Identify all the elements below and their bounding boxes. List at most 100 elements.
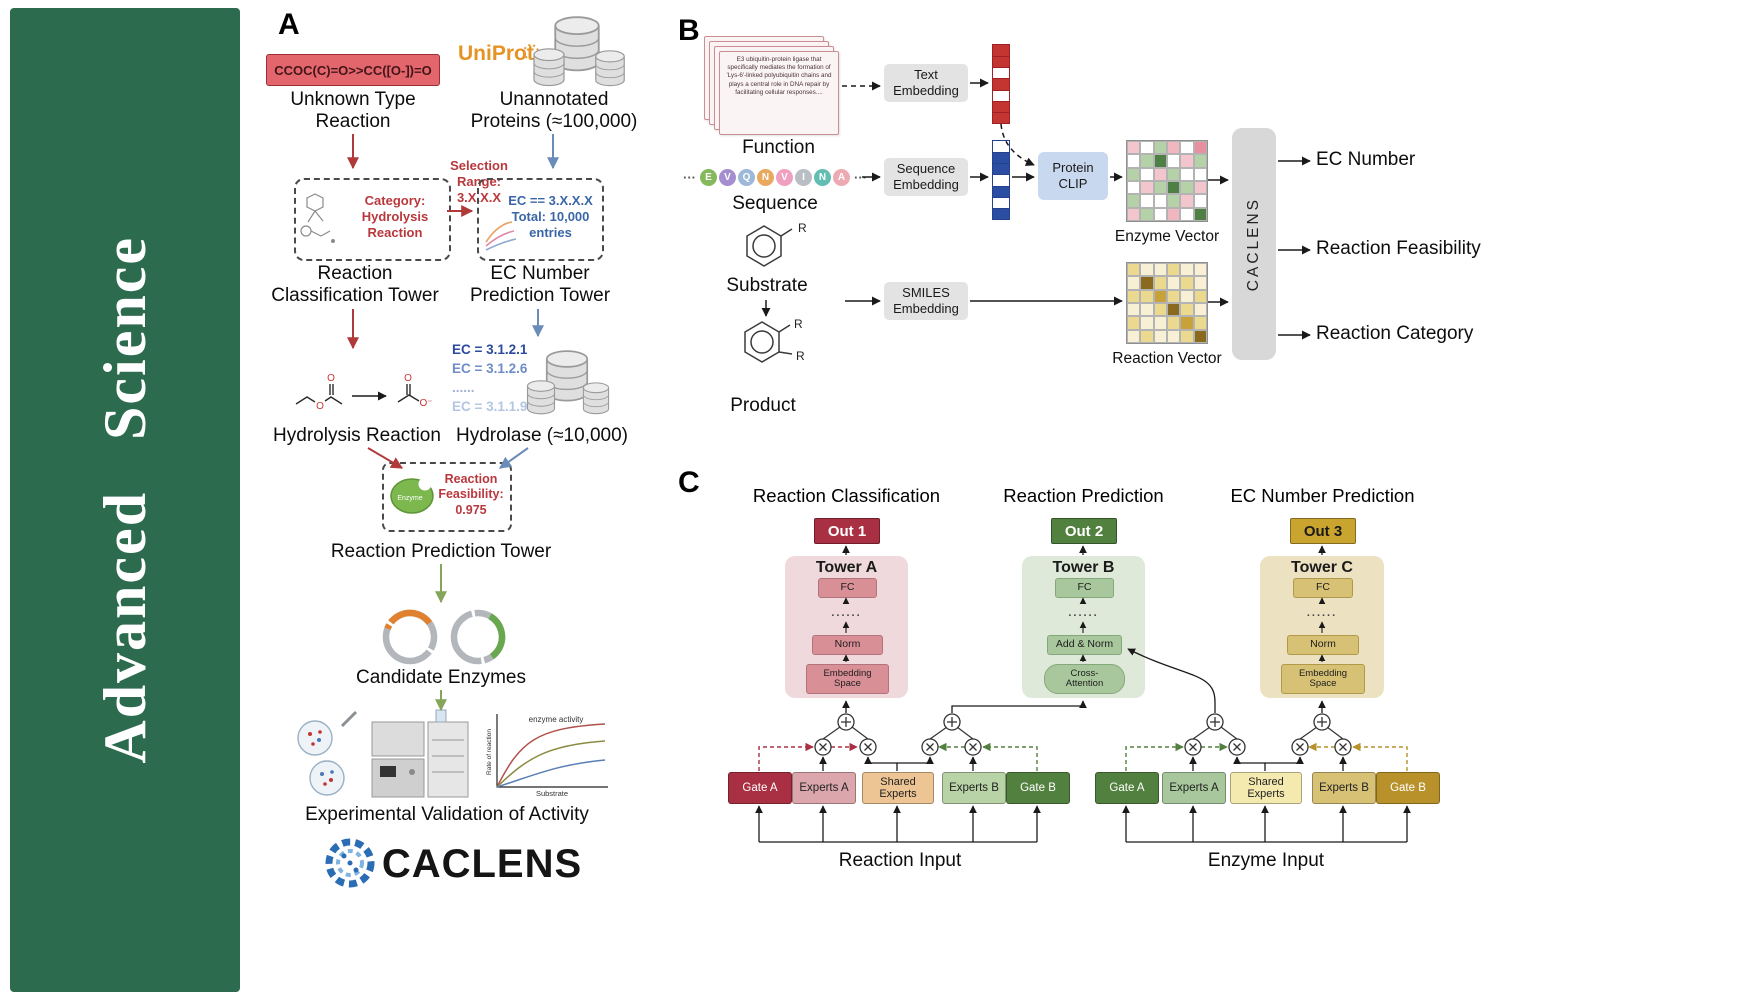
tower-a-norm: Norm	[812, 635, 883, 655]
moe-nodes	[814, 713, 1352, 756]
hydrolysis-reaction-label: Hydrolysis Reaction	[273, 424, 441, 446]
experts-a-left-box: Experts A	[792, 772, 856, 804]
tower-a-embedding-space: Embedding Space	[806, 664, 889, 694]
text-embedding-vector	[992, 44, 1010, 124]
enzyme-vector-matrix	[1126, 140, 1208, 222]
sequence-embedding-vector	[992, 140, 1010, 220]
gate-b-right-box: Gate B	[1376, 772, 1440, 804]
function-card-front: E3 ubiquitin-protein ligase that specifi…	[719, 51, 839, 135]
graph-ylabel: Rate of reaction	[486, 729, 493, 775]
tower-b-dots: ......	[1068, 607, 1099, 619]
lab-equipment-illustration	[297, 709, 469, 798]
tower-b-cross-attention: Cross- Attention	[1044, 664, 1125, 694]
panel-b-label: B	[678, 14, 700, 47]
experimental-validation-label: Experimental Validation of Activity	[305, 803, 589, 825]
output-reaction-category: Reaction Category	[1316, 323, 1474, 344]
output-ec-number: EC Number	[1316, 149, 1416, 170]
function-card-text: E3 ubiquitin-protein ligase that specifi…	[726, 56, 832, 96]
product-structure	[744, 321, 793, 363]
substrate-r-group: R	[798, 221, 807, 235]
hydrolysis-reaction-structures: O O O O⁻	[295, 373, 433, 412]
caclens-wordmark: CACLENS	[381, 841, 583, 886]
sequence-embedding-box: Sequence Embedding	[884, 158, 968, 196]
gate-a-right-box: Gate A	[1095, 772, 1159, 804]
tower-c-title: Tower C	[1291, 559, 1353, 576]
ec-item: EC = 3.1.1.9	[452, 399, 528, 414]
tower-b-title: Tower B	[1052, 559, 1115, 576]
unknown-type-reaction-label: Unknown Type Reaction	[290, 88, 416, 132]
oxygen-anion: O⁻	[419, 398, 432, 409]
reaction-vector-label: Reaction Vector	[1112, 350, 1222, 367]
gate-a-left-box: Gate A	[728, 772, 792, 804]
ec-result-list: EC = 3.1.2.1 EC = 3.1.2.6 ...... EC = 3.…	[452, 340, 544, 416]
plasmid-icons	[382, 609, 506, 665]
caclens-bar-label: CACLENS	[1245, 196, 1262, 292]
product-r-group: R	[796, 349, 805, 363]
reaction-classification-tower-label: Reaction Classification Tower	[271, 262, 439, 306]
journal-name: Advanced Science	[91, 236, 158, 764]
ec-item: EC = 3.1.2.6	[452, 361, 528, 376]
experts-a-right-box: Experts A	[1162, 772, 1226, 804]
smiles-embedding-box: SMILES Embedding	[884, 282, 968, 320]
reaction-prediction-tower-label: Reaction Prediction Tower	[330, 540, 552, 562]
caclens-logo-icon	[325, 838, 375, 888]
tower-b-add-norm: Add & Norm	[1047, 635, 1122, 655]
ec-prediction-dashed-box	[477, 178, 604, 261]
column-title-reaction-prediction: Reaction Prediction	[1003, 485, 1164, 506]
oxygen-atom: O	[316, 401, 324, 412]
protein-clip-box: Protein CLIP	[1038, 152, 1108, 200]
tower-a-fc: FC	[818, 578, 877, 598]
graph-xlabel: Substrate	[536, 789, 568, 798]
text-embedding-box: Text Embedding	[884, 64, 968, 102]
tower-a-title: Tower A	[815, 559, 878, 576]
enzyme-activity-graph: enzyme activity Rate of reaction Substra…	[486, 714, 608, 798]
out-1-box: Out 1	[814, 518, 880, 544]
tower-b-fc: FC	[1055, 578, 1114, 598]
hydrolase-label: Hydrolase (≈10,000)	[455, 424, 628, 446]
tower-c-fc: FC	[1293, 578, 1353, 598]
column-title-ec-number-prediction: EC Number Prediction	[1230, 485, 1415, 506]
enzyme-vector-label: Enzyme Vector	[1114, 228, 1220, 245]
journal-sidebar: Advanced Science	[10, 8, 240, 992]
experts-b-right-box: Experts B	[1312, 772, 1376, 804]
reaction-classification-dashed-box	[294, 178, 451, 261]
plus-node	[837, 713, 1331, 731]
reaction-input-label: Reaction Input	[838, 849, 962, 871]
oxygen-atom: O	[327, 373, 335, 384]
tower-a-dots: ......	[831, 607, 862, 619]
caclens-model-bar: CACLENS	[1232, 128, 1276, 360]
tower-c-norm: Norm	[1287, 635, 1359, 655]
product-label: Product	[730, 394, 796, 416]
reaction-feasibility-text: Reaction Feasibility: 0.975	[438, 471, 504, 517]
substrate-label: Substrate	[726, 274, 808, 296]
enzyme-input-label: Enzyme Input	[1207, 849, 1325, 871]
panel-b-arrows	[761, 78, 1311, 340]
reaction-vector-matrix	[1126, 262, 1208, 344]
tower-c-embedding-space: Embedding Space	[1281, 664, 1365, 694]
ec-filter-text: EC == 3.X.X.X Total: 10,000 entries	[508, 192, 593, 241]
sequence-ellipsis-right: ···	[854, 169, 867, 185]
shared-experts-right-box: Shared Experts	[1230, 772, 1302, 804]
experts-b-left-box: Experts B	[942, 772, 1006, 804]
column-title-reaction-classification: Reaction Classification	[752, 485, 941, 506]
reaction-feasibility-dashed-box	[382, 462, 512, 532]
out-2-box: Out 2	[1051, 518, 1117, 544]
sequence-ellipsis-left: ···	[683, 169, 696, 185]
function-label: Function	[742, 136, 815, 158]
candidate-enzymes-label: Candidate Enzymes	[355, 666, 527, 688]
uniprot-logo: UniProt	[458, 42, 534, 65]
smiles-reaction-box: CCOC(C)=O>>CC([O-])=O	[266, 54, 440, 86]
graph-title: enzyme activity	[529, 715, 584, 724]
panel-c-label: C	[678, 466, 700, 499]
unannotated-proteins-label: Unannotated Proteins (≈100,000)	[470, 88, 638, 132]
shared-experts-left-box: Shared Experts	[862, 772, 934, 804]
uniprot-database-icon	[523, 16, 625, 87]
ec-item-ellipsis: ......	[452, 380, 475, 395]
gate-b-left-box: Gate B	[1006, 772, 1070, 804]
ec-number-prediction-tower-label: EC Number Prediction Tower	[469, 262, 611, 306]
product-r-group: R	[794, 317, 803, 331]
ec-item: EC = 3.1.2.1	[452, 342, 528, 357]
